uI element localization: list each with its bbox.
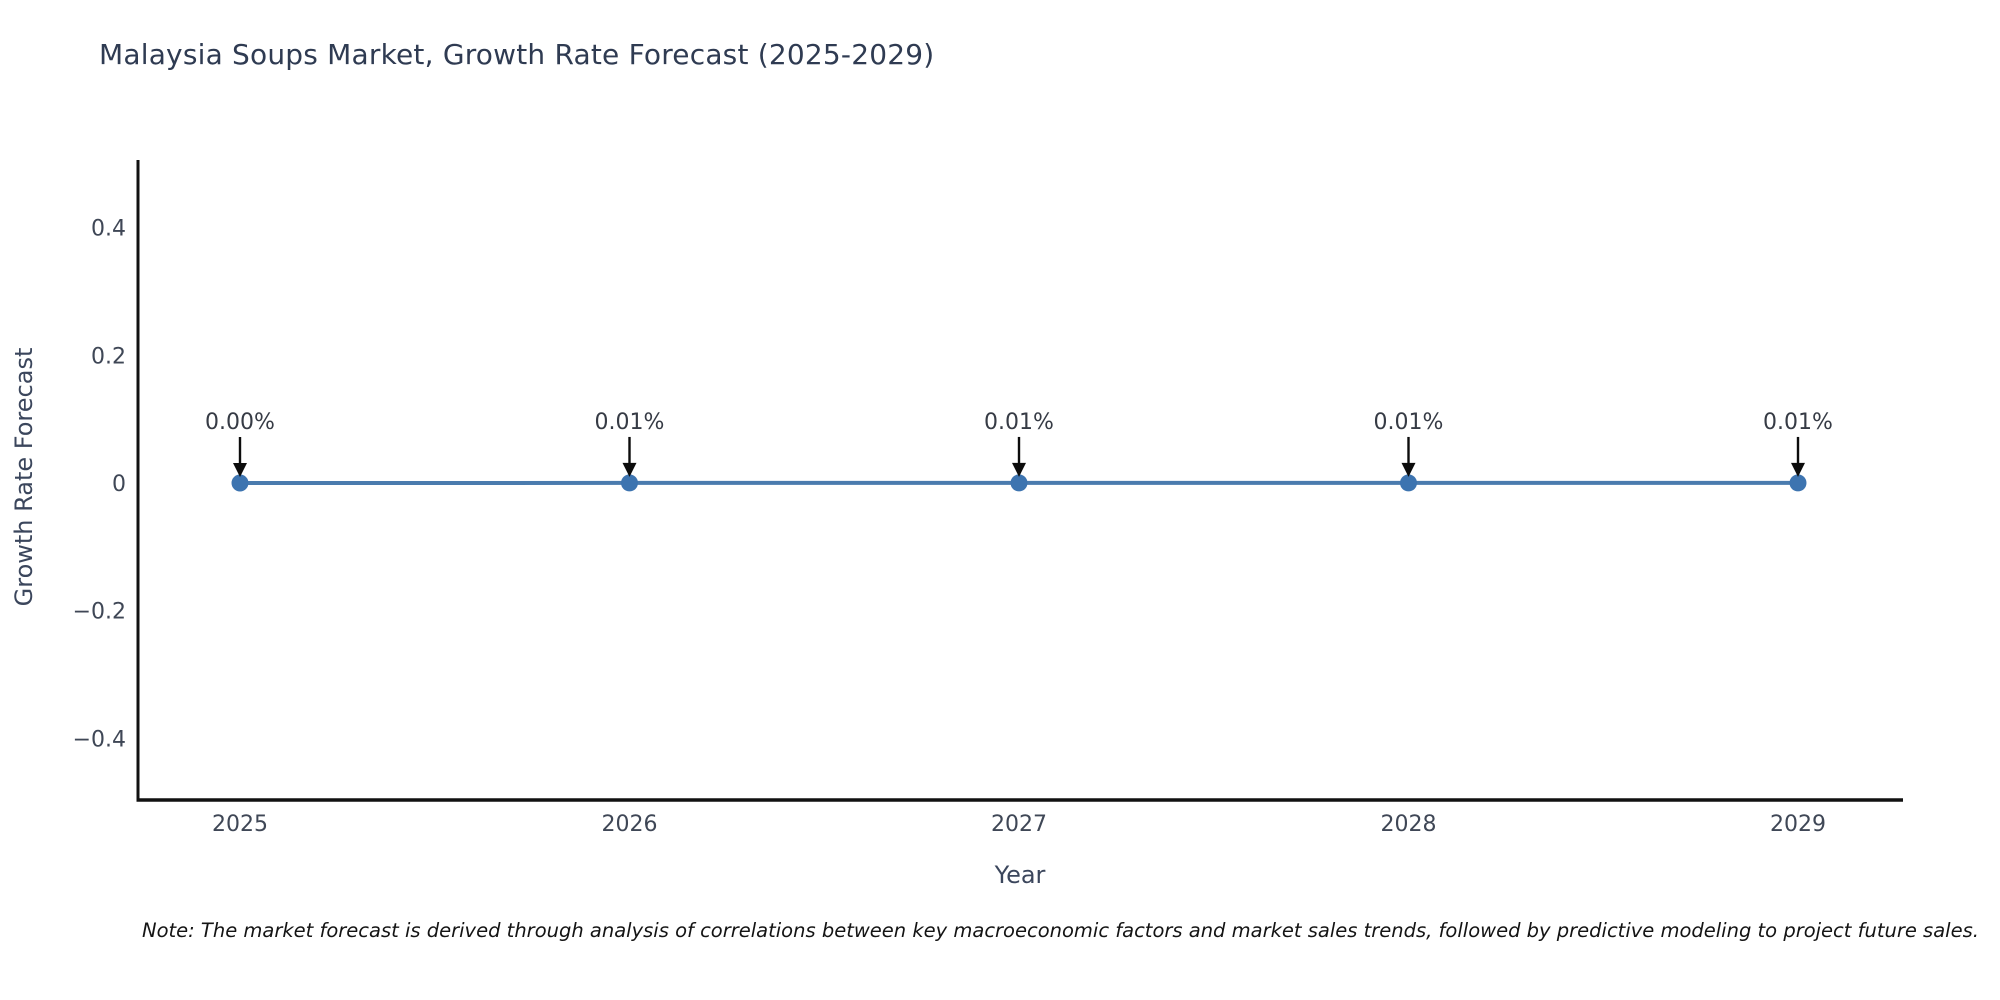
y-tick-label: 0.2	[91, 344, 126, 369]
x-axis-title: Year	[994, 861, 1046, 889]
annotation-label: 0.01%	[1763, 410, 1833, 435]
data-point	[1400, 474, 1417, 492]
annotation-label: 0.00%	[205, 410, 275, 435]
data-point	[1010, 474, 1028, 492]
data-point	[231, 474, 249, 492]
annotation-arrow-head	[1401, 462, 1416, 477]
x-tick-label: 2028	[1381, 812, 1437, 837]
annotation-arrow-head	[233, 463, 247, 477]
y-tick-label: −0.2	[73, 600, 126, 625]
y-tick-label: 0	[112, 472, 126, 497]
x-tick-label: 2029	[1770, 812, 1826, 837]
chart-title: Malaysia Soups Market, Growth Rate Forec…	[99, 38, 935, 71]
y-tick-label: 0.4	[91, 217, 126, 242]
annotation-label: 0.01%	[984, 410, 1054, 435]
annotation-label: 0.01%	[1374, 410, 1444, 435]
x-tick-label: 2027	[991, 812, 1047, 837]
annotation-label: 0.01%	[595, 410, 665, 435]
x-tick-label: 2025	[212, 812, 268, 837]
footnote: Note: The market forecast is derived thr…	[142, 919, 1979, 942]
annotation-arrow-head	[622, 462, 637, 477]
data-point	[621, 474, 638, 492]
annotation-arrow-head	[1012, 462, 1026, 477]
annotation-arrow-head	[1791, 462, 1805, 477]
data-point	[1789, 474, 1807, 492]
y-tick-label: −0.4	[73, 727, 126, 752]
x-tick-label: 2026	[602, 812, 658, 837]
